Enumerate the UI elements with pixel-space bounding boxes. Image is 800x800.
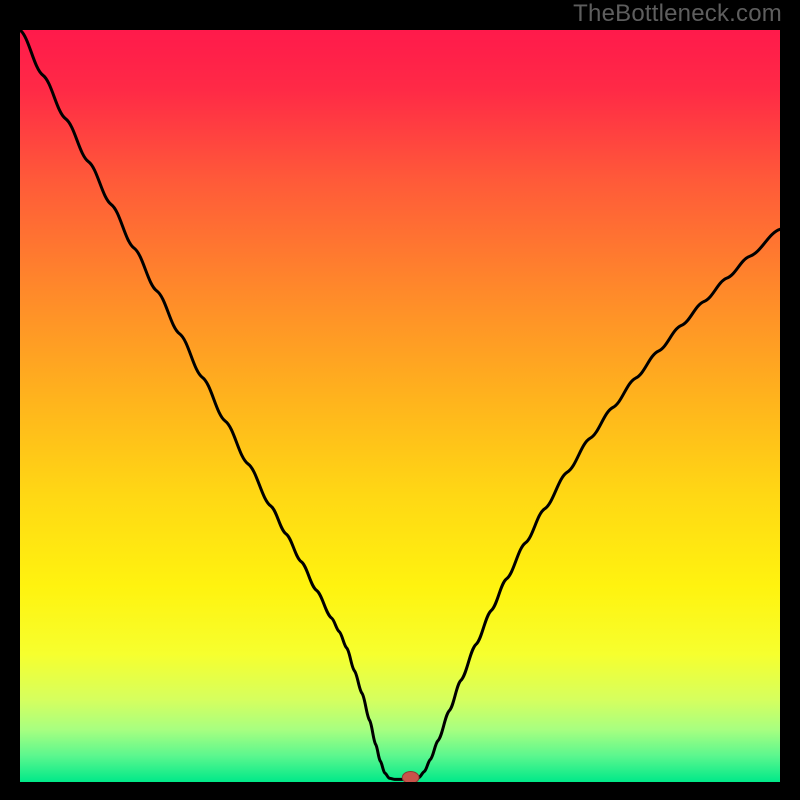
optimal-point-marker [402, 771, 419, 782]
watermark-text: TheBottleneck.com [573, 0, 782, 28]
bottleneck-chart [20, 30, 780, 782]
chart-background [20, 30, 780, 782]
chart-area [20, 30, 780, 782]
